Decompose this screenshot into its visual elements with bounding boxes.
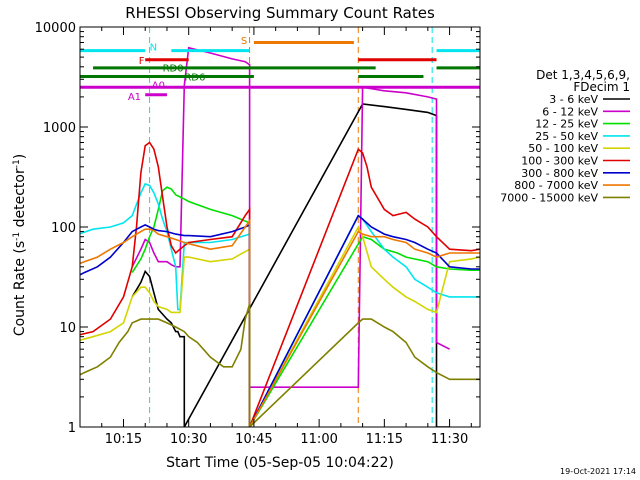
x-tick-label-5: 11:30 [431, 432, 468, 447]
state-label-3: S [241, 36, 247, 47]
legend-label-5: 100 - 300 keV [521, 155, 598, 168]
x-tick-label-1: 10:30 [170, 432, 207, 447]
legend-label-8: 7000 - 15000 keV [500, 191, 598, 204]
y-tick-label-2: 100 [51, 221, 76, 236]
legend-label-1: 6 - 12 keV [542, 105, 598, 118]
series-line-3 [80, 182, 480, 427]
series-line-2 [131, 186, 480, 427]
y-tick-label-3: 1000 [43, 121, 76, 136]
series-line-6 [80, 214, 480, 427]
legend-label-3: 25 - 50 keV [535, 130, 598, 143]
series-line-7 [80, 218, 480, 427]
series-line-4 [80, 225, 480, 427]
series-line-8 [80, 303, 480, 427]
legend-label-2: 12 - 25 keV [535, 118, 598, 131]
x-tick-label-4: 11:15 [366, 432, 403, 447]
y-tick-label-1: 10 [59, 321, 76, 336]
x-tick-label-3: 11:00 [300, 432, 337, 447]
plot-area: NF RD0 S RD6 A0 A1 [80, 27, 480, 427]
state-label-4: RD6 [184, 72, 205, 83]
legend-header-2: FDecim 1 [573, 80, 630, 94]
legend-label-6: 300 - 800 keV [521, 167, 598, 180]
state-label-1: F [139, 56, 145, 67]
legend-label-7: 800 - 7000 keV [514, 179, 598, 192]
legend-label-0: 3 - 6 keV [549, 93, 598, 106]
timestamp: 19-Oct-2021 17:14 [560, 467, 636, 476]
series-line-1 [131, 46, 450, 388]
legend-header-1: Det 1,3,4,5,6,9, [536, 68, 630, 82]
chart-title: RHESSI Observing Summary Count Rates [125, 4, 435, 22]
y-axis-label: Count Rate (s-1 detector-1) [12, 154, 28, 336]
x-axis-label: Start Time (05-Sep-05 10:04:22) [166, 455, 394, 471]
state-label-2: RD0 [163, 63, 184, 74]
y-tick-label-0: 1 [68, 421, 76, 436]
series-line-0 [131, 103, 450, 427]
x-tick-label-0: 10:15 [105, 432, 142, 447]
series-line-5 [80, 141, 480, 427]
x-tick-label-2: 10:45 [235, 432, 272, 447]
state-label-5: A0 [152, 81, 165, 92]
y-tick-label-4: 10000 [35, 21, 76, 36]
legend-label-4: 50 - 100 keV [528, 142, 598, 155]
axes: 1 10 100 1000 10000 10:15 10:30 10:45 11:00 11:15… [35, 21, 481, 447]
state-label-0: N [150, 42, 157, 53]
state-label-6: A1 [128, 92, 141, 103]
